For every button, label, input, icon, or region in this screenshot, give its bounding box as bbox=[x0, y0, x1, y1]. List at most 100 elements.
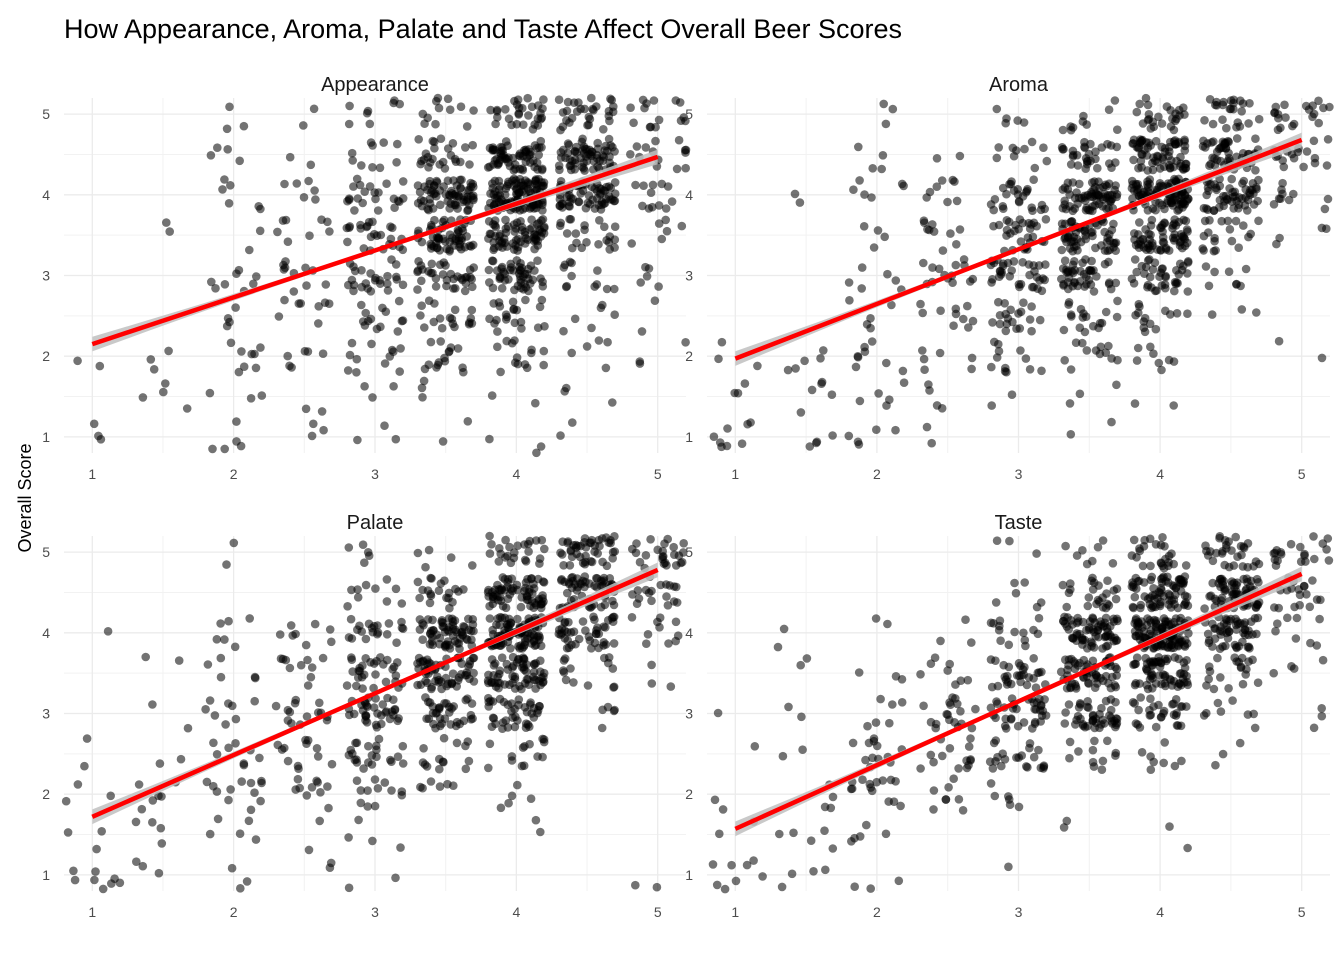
data-point bbox=[202, 777, 212, 787]
data-point bbox=[419, 620, 428, 630]
data-point bbox=[1098, 195, 1108, 204]
data-point bbox=[1199, 246, 1208, 255]
data-point bbox=[873, 226, 883, 235]
data-point bbox=[566, 215, 576, 224]
data-point bbox=[1289, 119, 1299, 129]
data-point bbox=[1159, 238, 1169, 247]
data-point bbox=[245, 245, 254, 255]
data-point bbox=[221, 720, 230, 729]
data-point bbox=[457, 659, 467, 668]
data-point bbox=[349, 286, 358, 296]
data-point bbox=[155, 759, 165, 768]
data-point bbox=[600, 222, 609, 232]
facet-label-taste: Taste bbox=[995, 512, 1043, 534]
data-point bbox=[281, 655, 291, 665]
data-point bbox=[641, 585, 651, 595]
data-point bbox=[1098, 756, 1108, 766]
data-point bbox=[224, 743, 233, 753]
data-point bbox=[531, 659, 540, 668]
data-point bbox=[798, 745, 807, 754]
data-point bbox=[1143, 280, 1153, 290]
data-point bbox=[1111, 278, 1121, 288]
data-point bbox=[343, 602, 352, 611]
data-point bbox=[1096, 342, 1106, 352]
data-point bbox=[413, 548, 423, 558]
data-point bbox=[992, 536, 1002, 545]
data-point bbox=[1269, 200, 1279, 209]
data-point bbox=[1225, 225, 1235, 234]
data-point bbox=[1210, 233, 1219, 243]
data-point bbox=[652, 882, 662, 892]
data-point bbox=[867, 337, 877, 346]
data-point bbox=[418, 393, 427, 402]
data-point bbox=[1135, 723, 1145, 732]
data-point bbox=[507, 756, 517, 765]
data-point bbox=[224, 616, 233, 626]
data-point bbox=[931, 723, 940, 733]
data-point bbox=[1309, 136, 1319, 146]
data-point bbox=[604, 192, 614, 201]
data-point bbox=[790, 189, 800, 199]
data-point bbox=[1141, 93, 1151, 103]
data-point bbox=[1104, 341, 1113, 351]
x-tick-label: 5 bbox=[654, 466, 662, 482]
x-tick-label: 1 bbox=[731, 466, 739, 482]
data-point bbox=[367, 339, 376, 349]
data-point bbox=[1131, 310, 1140, 320]
data-point bbox=[857, 284, 866, 293]
data-point bbox=[347, 338, 357, 348]
data-point bbox=[1066, 579, 1075, 588]
data-point bbox=[722, 441, 732, 451]
data-point bbox=[395, 367, 405, 376]
data-point bbox=[1009, 186, 1019, 195]
data-point bbox=[431, 709, 441, 718]
data-point bbox=[950, 177, 959, 186]
data-point bbox=[1127, 551, 1137, 560]
data-point bbox=[576, 104, 585, 114]
data-point bbox=[1164, 355, 1174, 365]
data-point bbox=[69, 866, 78, 876]
data-point bbox=[504, 275, 513, 284]
data-point bbox=[360, 187, 370, 196]
data-point bbox=[1135, 546, 1145, 556]
data-point bbox=[1251, 166, 1260, 175]
data-point bbox=[1113, 355, 1122, 365]
data-point bbox=[1203, 183, 1213, 192]
data-point bbox=[1031, 683, 1041, 692]
data-point bbox=[608, 596, 617, 606]
data-point bbox=[1237, 305, 1247, 314]
data-point bbox=[1063, 233, 1073, 242]
data-point bbox=[307, 431, 317, 441]
data-point bbox=[1205, 592, 1214, 601]
data-point bbox=[865, 779, 875, 789]
data-point bbox=[465, 660, 475, 669]
data-point bbox=[674, 135, 684, 145]
data-point bbox=[1083, 644, 1092, 653]
data-point bbox=[1106, 705, 1116, 715]
x-tick-label: 2 bbox=[230, 466, 238, 482]
data-point bbox=[604, 653, 614, 662]
data-point bbox=[610, 243, 619, 252]
data-point bbox=[489, 714, 499, 723]
data-point bbox=[1319, 103, 1328, 113]
data-point bbox=[1088, 585, 1098, 594]
data-point bbox=[888, 104, 898, 114]
x-tick-label: 4 bbox=[512, 904, 520, 920]
data-point bbox=[538, 678, 548, 687]
data-point bbox=[301, 735, 310, 745]
data-point bbox=[899, 378, 909, 388]
data-point bbox=[436, 677, 446, 686]
data-point bbox=[519, 654, 529, 664]
data-point bbox=[850, 833, 859, 843]
data-point bbox=[930, 653, 940, 662]
data-point bbox=[1309, 723, 1319, 733]
data-point bbox=[301, 640, 311, 650]
data-point bbox=[1066, 122, 1075, 131]
data-point bbox=[1244, 642, 1254, 652]
data-point bbox=[967, 364, 976, 374]
data-point bbox=[419, 155, 429, 164]
data-point bbox=[1183, 843, 1192, 853]
data-point bbox=[445, 230, 455, 239]
data-point bbox=[961, 615, 970, 624]
data-point bbox=[530, 141, 540, 150]
